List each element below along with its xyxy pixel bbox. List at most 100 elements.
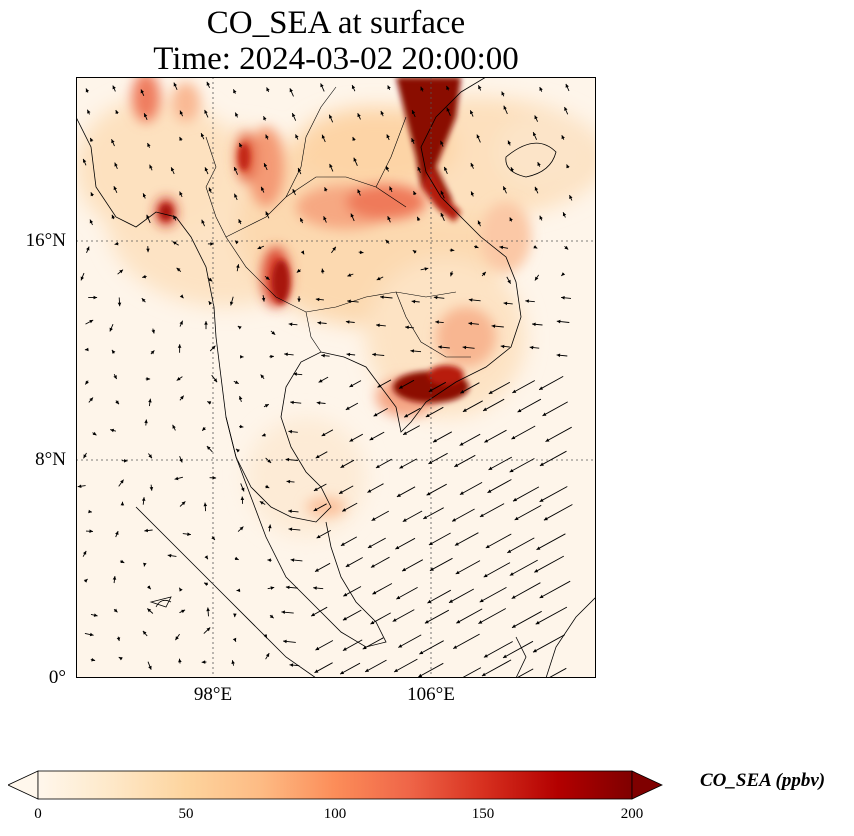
wind-arrow [538, 376, 564, 391]
wind-arrow-head [202, 427, 206, 431]
wind-arrow-head [263, 634, 267, 639]
wind-arrow-head [357, 189, 361, 194]
wind-arrow-head [150, 350, 155, 355]
wind-arrow-head [438, 345, 442, 349]
wind-arrow [370, 556, 390, 568]
wind-arrow-head [476, 134, 480, 139]
wind-arrow-head [503, 654, 507, 658]
wind-arrow-head [141, 497, 146, 501]
wind-arrow-head [564, 245, 569, 250]
wind-arrow-head [268, 524, 272, 529]
wind-arrow-head [503, 301, 508, 306]
wind-arrow-head [234, 193, 238, 198]
wind-arrow-head [402, 567, 406, 572]
wind-arrow-head [314, 669, 319, 673]
wind-arrow-head [342, 508, 347, 512]
wind-arrow-head [233, 613, 237, 618]
wind-arrow [462, 400, 483, 413]
wind-arrow-head [239, 424, 244, 429]
wind-arrow-head [339, 490, 343, 494]
wind-arrow [539, 450, 567, 467]
wind-arrow-head [446, 85, 450, 90]
wind-arrow-head [114, 162, 118, 167]
wind-arrow-head [292, 113, 296, 117]
wind-arrow [509, 458, 535, 473]
wind-arrow [428, 532, 451, 546]
wind-arrow-head [235, 112, 239, 117]
wind-arrow-head [321, 268, 325, 273]
wind-arrow-head [562, 212, 567, 217]
wind-arrow-head [292, 189, 296, 193]
wind-arrow-head [411, 110, 416, 115]
wind-arrow-head [146, 248, 150, 253]
wind-arrow [459, 482, 483, 495]
wind-arrow-head [479, 513, 484, 517]
wind-arrow-head [375, 464, 380, 468]
wind-arrow-head [345, 563, 350, 567]
wind-arrow-head [444, 166, 448, 171]
wind-arrow [448, 588, 475, 604]
wind-arrow-head [500, 344, 505, 349]
wind-arrow-head [238, 396, 243, 400]
wind-arrow [542, 401, 568, 417]
wind-arrow-head [367, 544, 372, 548]
wind-arrow [512, 486, 540, 502]
wind-arrow-head [487, 489, 492, 493]
wind-arrow-head [428, 388, 433, 392]
wind-arrow-head [237, 326, 242, 330]
wind-arrow [401, 559, 424, 572]
wind-arrow [454, 532, 479, 546]
wind-arrow-head [89, 397, 93, 402]
wind-arrow-head [533, 245, 538, 249]
wind-arrow-head [539, 87, 543, 91]
wind-arrow [484, 429, 507, 443]
wind-arrow-head [295, 134, 299, 139]
wind-arrow-head [525, 299, 529, 303]
lat-label-0: 0° [48, 667, 66, 688]
wind-arrow [372, 583, 393, 595]
wind-arrow-head [468, 298, 473, 302]
wind-arrow-head [482, 271, 486, 276]
wind-arrow-head [151, 329, 155, 334]
wind-arrow-head [172, 241, 177, 245]
wind-arrow-head [357, 113, 361, 118]
wind-arrow-head [503, 105, 507, 110]
coastlines [76, 77, 596, 678]
wind-arrow-head [313, 487, 318, 491]
wind-arrow [479, 503, 505, 518]
wind-arrow [482, 398, 505, 412]
wind-arrow-head [478, 620, 483, 624]
wind-arrow-head [352, 137, 356, 141]
wind-arrow-head [462, 345, 467, 350]
wind-arrow [514, 505, 542, 521]
wind-arrow [511, 582, 541, 599]
wind-arrow-head [261, 297, 266, 302]
wind-arrow-head [146, 214, 150, 219]
wind-arrow-head [329, 163, 333, 168]
wind-arrow-head [144, 419, 148, 424]
wind-arrow-head [321, 432, 326, 436]
wind-arrow-head [373, 412, 378, 417]
wind-arrow-head [454, 463, 459, 467]
wind-arrow [364, 659, 387, 673]
wind-arrow-head [206, 446, 211, 450]
wind-arrow-head [259, 501, 264, 505]
wind-arrow-head [142, 274, 146, 279]
wind-arrow-head [263, 116, 267, 121]
wind-arrow-head [376, 276, 381, 281]
wind-arrow-head [481, 672, 486, 676]
wind-arrow-head [114, 241, 119, 246]
wind-arrow-head [450, 272, 454, 277]
wind-arrow-head [372, 352, 376, 357]
wind-arrow-head [512, 624, 516, 628]
wind-arrow-head [392, 618, 397, 622]
wind-arrow-head [385, 166, 390, 170]
wind-arrow-head [323, 216, 327, 221]
wind-arrow-head [317, 321, 322, 325]
wind-arrow [339, 662, 361, 675]
wind-arrow [396, 587, 418, 600]
wind-arrow-head [424, 267, 429, 271]
wind-arrow [545, 426, 572, 442]
wind-arrow-head [111, 139, 115, 144]
wind-arrow-head [234, 556, 239, 560]
